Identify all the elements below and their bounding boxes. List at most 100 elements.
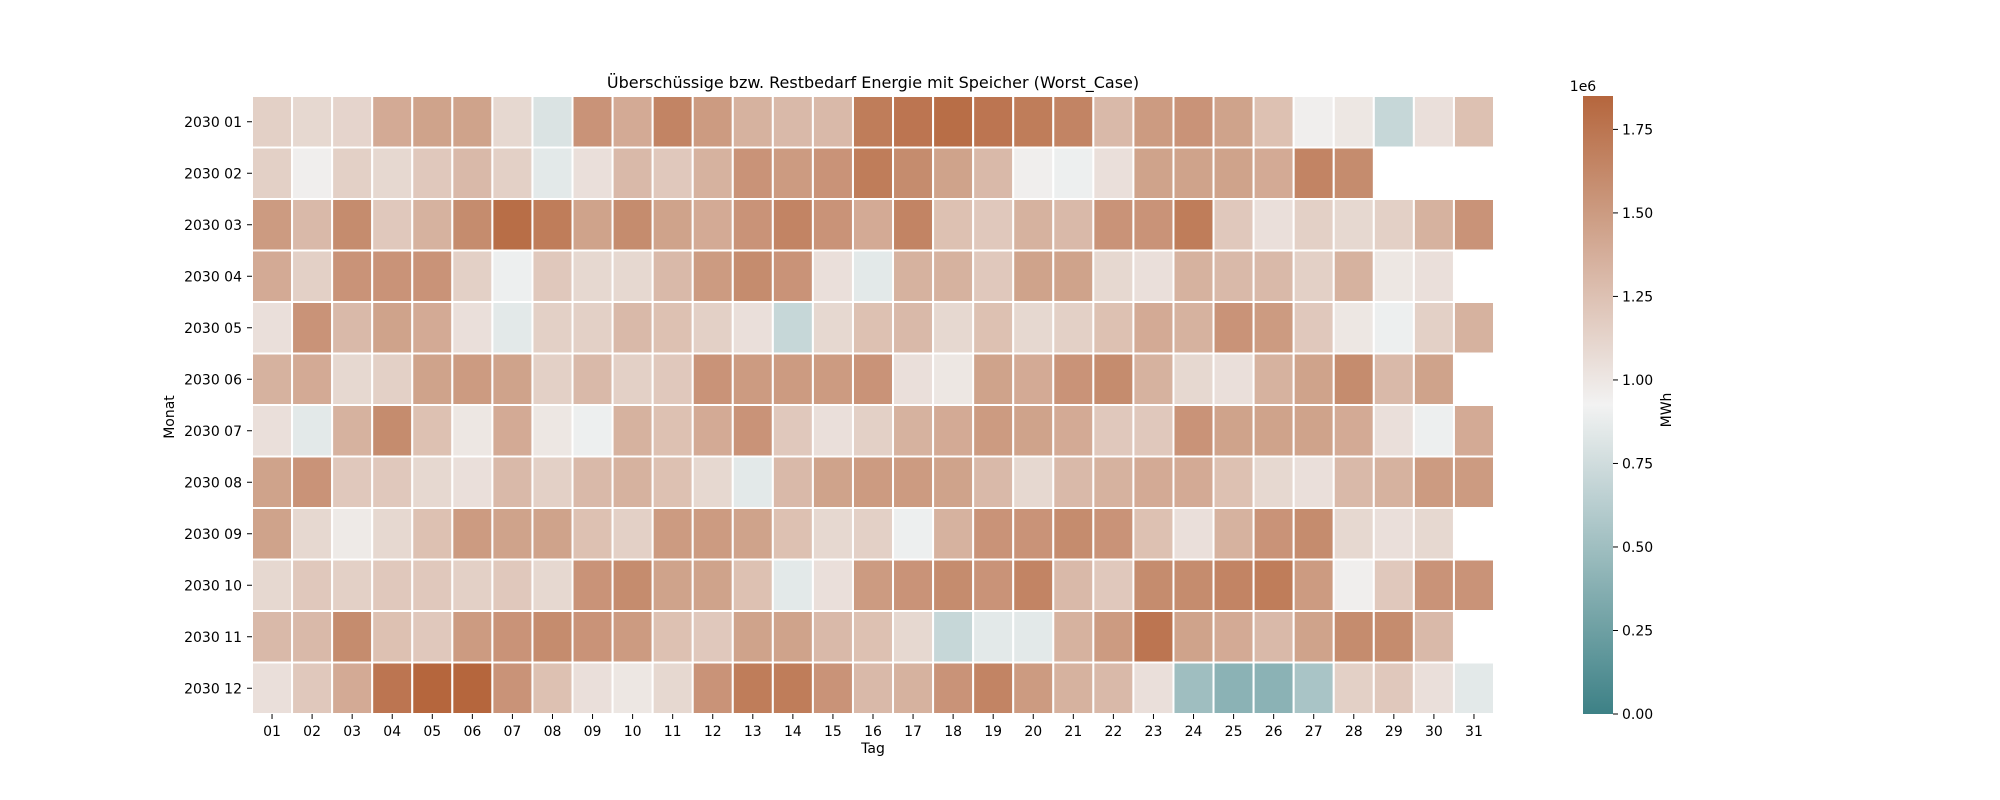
x-tick-label: 18 bbox=[944, 724, 962, 740]
x-tick-label: 16 bbox=[864, 724, 882, 740]
y-tick-label: 2030 01 bbox=[184, 115, 242, 131]
heatmap-cell bbox=[1412, 404, 1455, 458]
heatmap-cell bbox=[1252, 95, 1295, 149]
heatmap-cell bbox=[1332, 352, 1375, 406]
heatmap-cell bbox=[571, 301, 614, 355]
heatmap-cell bbox=[892, 507, 935, 561]
heatmap-cell bbox=[1092, 661, 1135, 715]
heatmap-cell bbox=[371, 404, 414, 458]
heatmap-cell bbox=[771, 661, 814, 715]
heatmap-cell bbox=[1012, 352, 1055, 406]
heatmap-cell bbox=[892, 352, 935, 406]
heatmap-cell bbox=[1012, 661, 1055, 715]
heatmap-cell bbox=[1172, 301, 1215, 355]
x-tick-label: 10 bbox=[624, 724, 642, 740]
heatmap-cell bbox=[611, 610, 654, 664]
heatmap-cell bbox=[731, 249, 774, 303]
heatmap-cell bbox=[1292, 507, 1335, 561]
heatmap-cell bbox=[1212, 301, 1255, 355]
heatmap-cell bbox=[811, 95, 854, 149]
heatmap-cell bbox=[491, 404, 534, 458]
heatmap-cell bbox=[972, 249, 1015, 303]
heatmap-cell bbox=[771, 301, 814, 355]
heatmap-cell bbox=[731, 198, 774, 252]
colorbar-tick-label: 0.75 bbox=[1622, 456, 1653, 472]
heatmap-cell bbox=[1012, 404, 1055, 458]
heatmap-cell bbox=[491, 558, 534, 612]
colorbar-tick-label: 1.75 bbox=[1622, 122, 1653, 138]
y-tick-label: 2030 11 bbox=[184, 630, 242, 646]
heatmap-cell bbox=[851, 404, 895, 458]
heatmap-cell bbox=[1372, 249, 1415, 303]
heatmap-cell bbox=[811, 610, 854, 664]
x-tick-label: 27 bbox=[1305, 724, 1323, 740]
colorbar: 0.00 0.25 0.50 0.75 1.00 1.25 1.50 1.75 bbox=[1583, 96, 1653, 723]
heatmap-cell bbox=[811, 661, 854, 715]
heatmap-cell bbox=[811, 301, 854, 355]
heatmap-cell bbox=[371, 146, 414, 200]
heatmap-cell bbox=[1012, 507, 1055, 561]
heatmap-cell bbox=[411, 404, 454, 458]
x-tick-label: 11 bbox=[664, 724, 682, 740]
heatmap-cell bbox=[531, 301, 574, 355]
heatmap-cell bbox=[451, 301, 494, 355]
heatmap-cell bbox=[731, 146, 774, 200]
heatmap-cell bbox=[571, 610, 614, 664]
heatmap-cell bbox=[651, 558, 694, 612]
heatmap-cell bbox=[731, 455, 774, 509]
heatmap-cell bbox=[1052, 249, 1095, 303]
heatmap-cell bbox=[1412, 249, 1455, 303]
x-tick-label: 08 bbox=[544, 724, 562, 740]
heatmap-cell bbox=[1292, 249, 1335, 303]
heatmap-cell bbox=[1372, 558, 1415, 612]
heatmap-cell bbox=[1212, 610, 1255, 664]
heatmap-cell bbox=[851, 455, 895, 509]
heatmap-cell bbox=[932, 352, 975, 406]
heatmap-cell bbox=[371, 455, 414, 509]
heatmap-cell bbox=[691, 198, 734, 252]
heatmap-cell bbox=[1412, 610, 1455, 664]
heatmap-cell bbox=[1252, 249, 1295, 303]
heatmap-cell bbox=[411, 301, 454, 355]
y-tick-label: 2030 12 bbox=[184, 681, 242, 697]
heatmap-cell bbox=[1372, 352, 1415, 406]
heatmap-cell bbox=[651, 404, 694, 458]
heatmap-cell bbox=[531, 455, 574, 509]
heatmap-cell bbox=[932, 249, 975, 303]
heatmap-cell bbox=[731, 558, 774, 612]
heatmap-cell bbox=[371, 610, 414, 664]
colorbar-gradient bbox=[1583, 96, 1613, 714]
heatmap-cell bbox=[691, 352, 734, 406]
heatmap-cell bbox=[851, 95, 895, 149]
heatmap-cell bbox=[331, 507, 374, 561]
heatmap-cell bbox=[1172, 558, 1215, 612]
heatmap-cell bbox=[932, 198, 975, 252]
heatmap-cell bbox=[491, 661, 534, 715]
heatmap-cell bbox=[1292, 352, 1335, 406]
heatmap-cell bbox=[291, 455, 334, 509]
heatmap-cell bbox=[1132, 198, 1175, 252]
heatmap-cell bbox=[571, 352, 614, 406]
heatmap-cell bbox=[291, 146, 334, 200]
heatmap-cell bbox=[611, 95, 654, 149]
heatmap-cell bbox=[1452, 404, 1495, 458]
heatmap-cell bbox=[851, 352, 895, 406]
heatmap-cell bbox=[811, 249, 854, 303]
heatmap-cell bbox=[1052, 301, 1095, 355]
heatmap-cell bbox=[1172, 95, 1215, 149]
heatmap-cell bbox=[771, 352, 814, 406]
heatmap-cell bbox=[1332, 661, 1375, 715]
y-tick-label: 2030 06 bbox=[184, 372, 242, 388]
colorbar-tick-label: 1.25 bbox=[1622, 289, 1653, 305]
colorbar-tick-label: 1.00 bbox=[1622, 373, 1653, 389]
y-tick-label: 2030 05 bbox=[184, 321, 242, 337]
heatmap-cell bbox=[1212, 146, 1255, 200]
x-tick-label: 26 bbox=[1265, 724, 1283, 740]
colorbar-tick-label: 0.25 bbox=[1622, 623, 1653, 639]
heatmap-cell bbox=[1332, 404, 1375, 458]
x-tick-label: 29 bbox=[1385, 724, 1403, 740]
heatmap-cell bbox=[651, 455, 694, 509]
heatmap-cell bbox=[1292, 301, 1335, 355]
heatmap-cell bbox=[1052, 146, 1095, 200]
heatmap-cell bbox=[331, 455, 374, 509]
